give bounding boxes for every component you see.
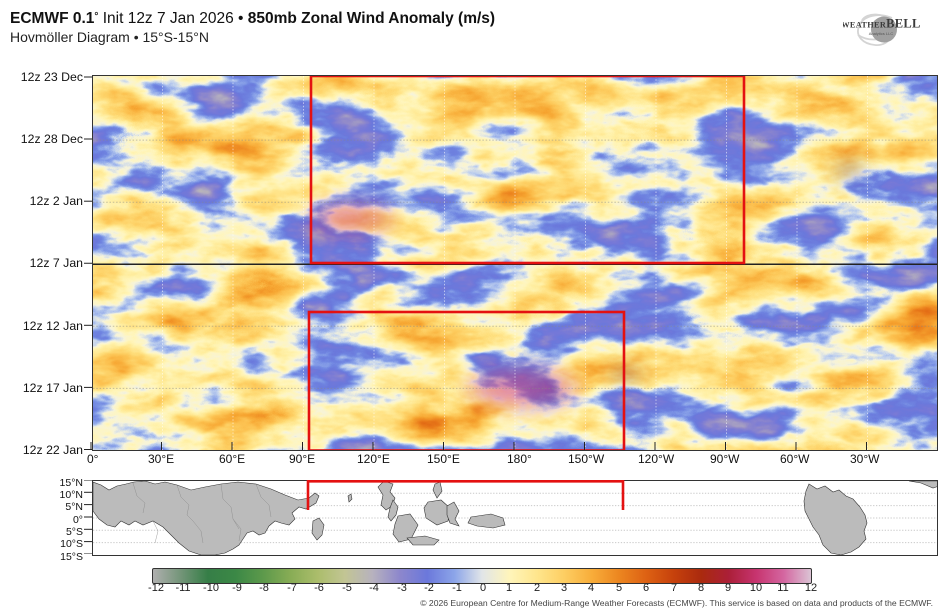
- svg-text:Analytics LLC: Analytics LLC: [869, 31, 894, 36]
